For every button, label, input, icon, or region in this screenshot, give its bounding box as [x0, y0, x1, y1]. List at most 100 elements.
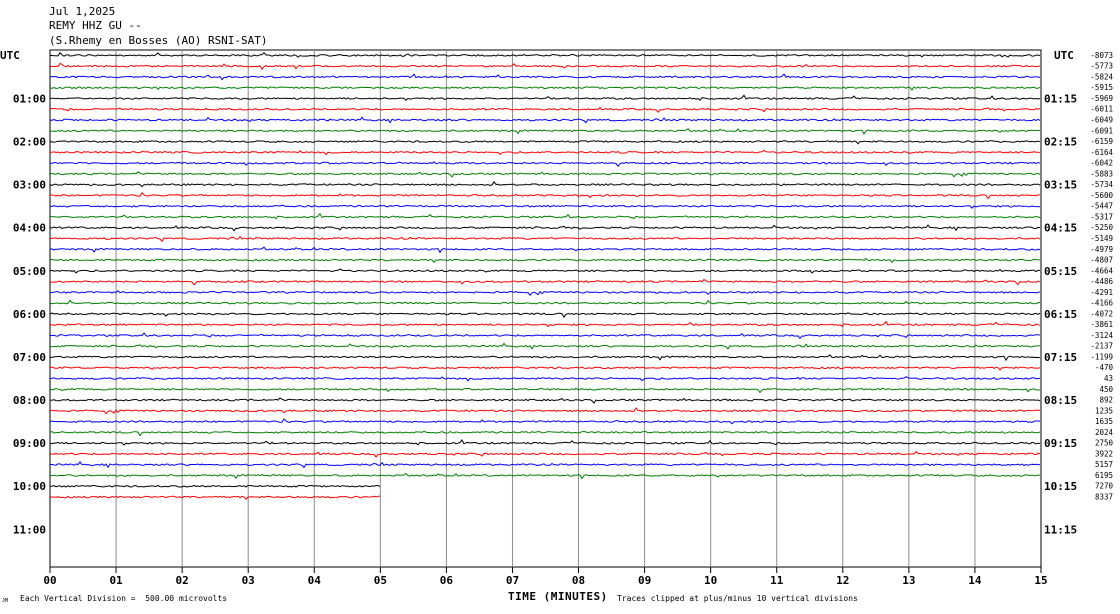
seismic-trace [49, 180, 1041, 188]
plot-frame [49, 49, 1042, 568]
trace-offset-label: -6049 [1090, 116, 1113, 125]
trace-offset-label: -4291 [1090, 288, 1113, 297]
x-tick-label: 03 [242, 574, 255, 587]
left-hour-label: 11:00 [13, 523, 46, 536]
seismic-trace [49, 73, 1041, 81]
seismic-trace [49, 94, 1041, 102]
station-label: REMY HHZ GU -- [49, 19, 142, 32]
right-hour-label: 05:15 [1044, 265, 1077, 278]
x-tick-label: 02 [176, 574, 189, 587]
trace-offset-label: 43 [1104, 374, 1113, 383]
x-tick-label: 07 [506, 574, 519, 587]
trace-offset-label: 8337 [1095, 492, 1113, 501]
trace-offset-label: -5447 [1090, 202, 1113, 211]
seismic-trace [49, 171, 1041, 178]
right-hour-label: 03:15 [1044, 179, 1077, 192]
trace-offset-label: -4664 [1090, 266, 1113, 275]
x-tick-label: 00 [43, 574, 56, 587]
trace-offset-label: -3861 [1090, 320, 1113, 329]
trace-offset-label: -5250 [1090, 223, 1113, 232]
trace-offset-label: -6011 [1090, 105, 1113, 114]
trace-offset-label: -6164 [1090, 148, 1113, 157]
seismic-trace [49, 235, 1041, 243]
location-label: (S.Rhemy en Bosses (AO) RSNI-SAT) [49, 34, 268, 47]
x-tick-label: 01 [109, 574, 123, 587]
footer-scale-note: Each Vertical Division = 500.00 microvol… [20, 594, 228, 603]
seismic-trace [49, 278, 1041, 286]
x-tick-label: 05 [374, 574, 387, 587]
seismic-trace [49, 387, 1041, 394]
trace-offset-label: -470 [1095, 363, 1114, 372]
trace-offset-label: -5317 [1090, 212, 1113, 221]
trace-offset-label: -4807 [1090, 256, 1113, 265]
seismic-trace [49, 86, 1041, 91]
left-hour-label: 07:00 [13, 351, 46, 364]
seismic-trace [49, 320, 1041, 328]
trace-offset-label: 7270 [1095, 482, 1114, 491]
x-tick-label: 04 [308, 574, 322, 587]
trace-offset-label: -6091 [1090, 126, 1113, 135]
right-hour-label: 09:15 [1044, 437, 1077, 450]
trace-offset-label: -5824 [1090, 72, 1113, 81]
seismic-trace [49, 312, 1041, 319]
left-utc-label: UTC [0, 49, 20, 62]
seismic-trace [49, 224, 1041, 232]
seismic-trace [49, 299, 1041, 305]
right-hour-label: 02:15 [1044, 136, 1077, 149]
trace-offset-label: -4072 [1090, 309, 1113, 318]
trace-offset-label: -4166 [1090, 299, 1113, 308]
seismic-trace [49, 450, 1041, 458]
seismic-trace [49, 290, 1041, 296]
right-hour-label: 06:15 [1044, 308, 1077, 321]
seismic-trace [49, 257, 1041, 264]
left-hour-label: 06:00 [13, 308, 46, 321]
right-hour-label: 07:15 [1044, 351, 1077, 364]
seismic-trace [50, 484, 381, 488]
seismic-trace [50, 149, 1041, 156]
x-tick-label: 09 [638, 574, 651, 587]
seismic-trace [49, 116, 1041, 124]
seismic-trace [49, 161, 1041, 168]
trace-offset-label: 1635 [1095, 417, 1113, 426]
trace-offset-label: -5600 [1090, 191, 1113, 200]
trace-offset-label: -4486 [1090, 277, 1113, 286]
right-hour-label: 01:15 [1044, 92, 1077, 105]
trace-offset-label: 5157 [1095, 460, 1113, 469]
left-hour-label: 08:00 [13, 394, 46, 407]
seismic-trace [49, 268, 1040, 274]
plot-grid [49, 49, 1042, 573]
x-axis-title: TIME (MINUTES) [508, 590, 608, 603]
trace-offset-label: -4979 [1090, 245, 1113, 254]
left-hour-label: 03:00 [13, 179, 46, 192]
x-tick-label: 11 [770, 574, 784, 587]
seismic-trace [49, 366, 1041, 371]
seismic-trace [50, 495, 380, 500]
seismic-trace [49, 62, 1041, 71]
seismic-trace [49, 461, 1041, 469]
seismic-trace [49, 106, 1041, 113]
trace-offset-label: -5734 [1090, 180, 1113, 189]
trace-offset-label: -6042 [1090, 159, 1113, 168]
axis-labels: 00 01 02 03 04 05 06 07 08 09 10 11 12 13 14 15 -8073 -57… [0, 49, 1113, 587]
trace-offset-label: 6195 [1095, 471, 1113, 480]
left-hour-label: 02:00 [13, 136, 46, 149]
right-utc-label: UTC [1054, 49, 1074, 62]
x-tick-label: 12 [836, 574, 849, 587]
trace-offset-label: 2750 [1095, 439, 1114, 448]
right-hour-label: 08:15 [1044, 394, 1077, 407]
trace-offset-label: 3922 [1095, 449, 1113, 458]
right-hour-label: 04:15 [1044, 222, 1077, 235]
seismic-trace [49, 192, 1041, 200]
date-label: Jul 1,2025 [49, 5, 116, 18]
seismic-trace [49, 376, 1041, 382]
left-hour-label: 10:00 [13, 480, 46, 493]
footer-clip-note: Traces clipped at plus/minus 10 vertical… [617, 594, 858, 603]
seismic-trace [49, 342, 1041, 350]
seismic-trace [49, 397, 1041, 404]
x-tick-label: 08 [572, 574, 585, 587]
left-hour-label: 01:00 [13, 92, 46, 105]
x-tick-label: 13 [902, 574, 915, 587]
seismic-trace [49, 140, 1041, 145]
trace-offset-label: -5883 [1090, 169, 1113, 178]
